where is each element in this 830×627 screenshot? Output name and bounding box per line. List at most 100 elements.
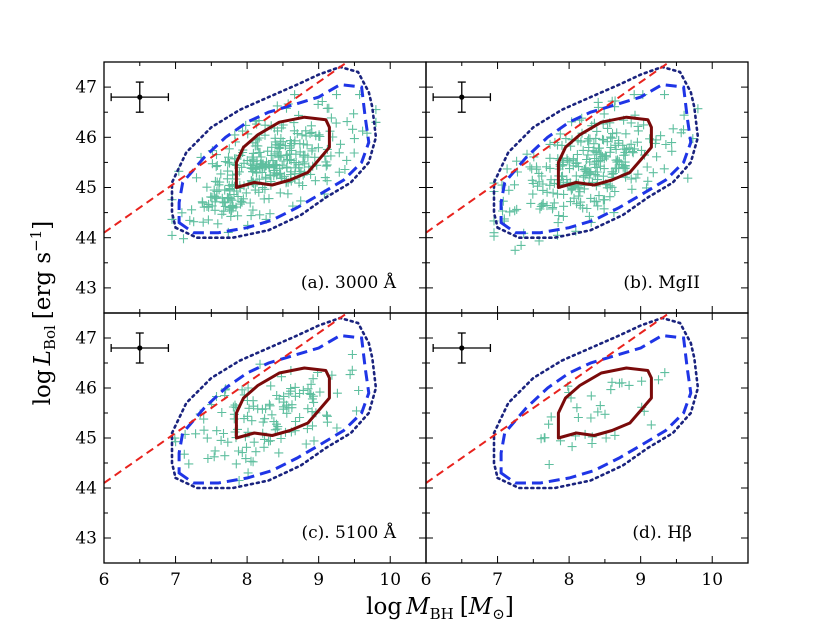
data-point [582, 155, 592, 164]
y-tick-label: 43 [75, 529, 97, 549]
data-point [548, 204, 557, 214]
data-point [247, 163, 257, 173]
data-point [535, 204, 545, 214]
data-point [592, 156, 602, 166]
data-point [326, 113, 336, 123]
data-point [549, 198, 559, 208]
data-point [345, 370, 355, 380]
data-point [598, 171, 608, 181]
data-point [553, 189, 562, 199]
data-point [627, 184, 637, 194]
data-point [282, 408, 292, 418]
data-point [302, 140, 312, 150]
error-bar-center [459, 345, 465, 351]
y-tick-labels-bottom: 43 44 45 46 47 [75, 329, 97, 549]
data-point [502, 164, 512, 174]
data-point [578, 172, 588, 182]
data-point [248, 164, 258, 174]
panel-b [425, 61, 749, 314]
data-point [581, 163, 591, 173]
data-point [591, 162, 601, 172]
data-point [606, 132, 616, 142]
data-point [586, 413, 596, 423]
data-point [310, 152, 320, 162]
axis-ticks [425, 312, 749, 564]
data-point [266, 381, 276, 391]
data-point [306, 379, 316, 389]
data-point [269, 161, 279, 171]
x-tick-label: 6 [99, 570, 110, 590]
data-point [275, 163, 285, 173]
data-point [284, 389, 294, 399]
data-point [202, 202, 212, 211]
data-point [237, 448, 247, 458]
y-axis-label: logLBol[erg s−1] [27, 221, 59, 406]
y-tick-label: 45 [75, 429, 97, 449]
data-point [233, 211, 243, 221]
data-point [202, 182, 212, 192]
data-point [626, 118, 636, 128]
panel-frame [425, 312, 749, 564]
data-point [348, 124, 358, 134]
data-point [296, 196, 306, 206]
data-point [332, 423, 342, 433]
data-point [241, 188, 251, 198]
data-point [237, 162, 247, 172]
y-tick-label: 44 [75, 228, 97, 248]
error-bar [110, 81, 170, 113]
data-point [646, 420, 656, 430]
data-point [633, 121, 643, 131]
eddington-line [426, 313, 672, 484]
data-point [643, 176, 653, 186]
data-point [587, 439, 597, 448]
data-point [326, 151, 336, 161]
data-point [237, 385, 247, 395]
data-point [553, 140, 562, 150]
data-point [197, 197, 207, 207]
data-point [233, 192, 243, 201]
data-point [265, 436, 275, 446]
inner-contour [556, 115, 653, 189]
data-point [576, 197, 586, 207]
data-point [262, 157, 271, 167]
data-point [599, 109, 609, 119]
data-point [261, 172, 271, 182]
data-point [222, 174, 232, 184]
data-point [589, 139, 599, 149]
data-point [642, 162, 652, 172]
data-point [629, 90, 639, 100]
y-tick-label: 47 [75, 78, 97, 98]
data-point [582, 204, 592, 213]
data-point [554, 211, 564, 221]
data-point [272, 424, 282, 434]
data-point [271, 140, 281, 150]
data-point [279, 156, 289, 166]
data-point [618, 162, 628, 172]
data-point [270, 425, 280, 435]
data-point [332, 90, 341, 100]
data-point [322, 176, 332, 186]
data-point [285, 141, 295, 151]
data-point [593, 407, 603, 417]
data-point [505, 207, 515, 217]
panel-c [103, 312, 427, 564]
data-point [276, 434, 286, 443]
x-tick-label: 8 [564, 570, 575, 590]
data-point [512, 156, 522, 166]
data-point [599, 164, 609, 174]
data-point [607, 133, 617, 143]
data-point [332, 388, 342, 398]
data-point [589, 196, 599, 206]
x-tick-label: 10 [701, 570, 723, 590]
data-point [243, 383, 253, 393]
data-point [291, 417, 300, 426]
data-point [291, 149, 301, 159]
data-point [209, 452, 219, 462]
x-tick-label: 9 [313, 570, 324, 590]
data-point [321, 157, 331, 167]
data-point [247, 152, 257, 162]
plot-area [104, 62, 381, 244]
data-point [261, 404, 271, 414]
data-point [610, 164, 620, 174]
data-point [253, 404, 263, 414]
